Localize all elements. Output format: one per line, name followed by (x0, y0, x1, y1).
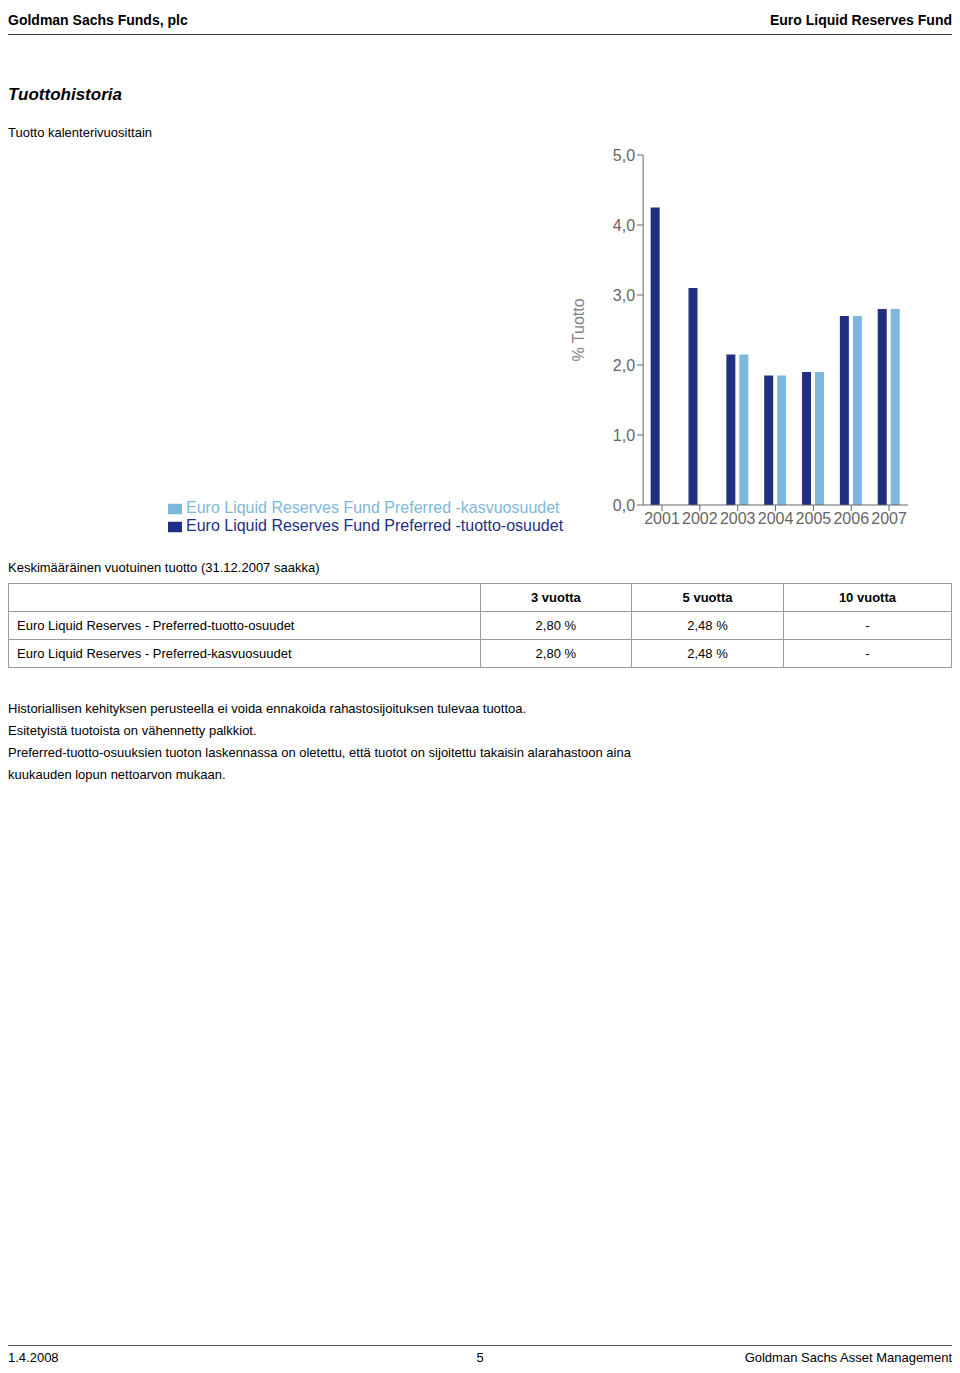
html-text:3 vuotta: 3 vuotta (530, 590, 581, 605)
html-text:Goldman Sachs Funds, plc: Goldman Sachs Funds, plc (8, 12, 188, 28)
html-text:Esitetyistä tuotoista on vähen: Esitetyistä tuotoista on vähennetty palk… (8, 723, 257, 738)
svg-text:2005: 2005 (796, 510, 832, 527)
html-text:Euro Liquid Reserves Fund: Euro Liquid Reserves Fund (770, 12, 952, 28)
html-text:2,80 %: 2,80 % (535, 646, 577, 661)
html-text:Keskimääräinen vuotuinen tuott: Keskimääräinen vuotuinen tuotto (31.12.2… (8, 560, 320, 575)
svg-text:5,0: 5,0 (613, 147, 635, 164)
svg-text:2006: 2006 (833, 510, 869, 527)
html-text:2,48 %: 2,48 % (687, 618, 728, 633)
svg-text:0,0: 0,0 (613, 497, 635, 514)
html-text:2,80 %: 2,80 % (535, 618, 577, 633)
html-text:Preferred-tuotto-osuuksien tuo: Preferred-tuotto-osuuksien tuoton lasken… (8, 745, 631, 760)
svg-text:2003: 2003 (720, 510, 756, 527)
html-text:Euro Liquid Reserves - Preferr: Euro Liquid Reserves - Preferred-kasvuos… (17, 646, 292, 661)
html-text:kuukauden lopun nettoarvon muk: kuukauden lopun nettoarvon mukaan. (8, 767, 226, 782)
svg-text:% Tuotto: % Tuotto (570, 298, 587, 361)
html-text:Euro Liquid Reserves Fund Pref: Euro Liquid Reserves Fund Preferred -kas… (186, 499, 560, 516)
svg-text:1,0: 1,0 (613, 427, 635, 444)
html-text:Euro Liquid Reserves - Preferr: Euro Liquid Reserves - Preferred-tuotto-… (17, 618, 295, 633)
html-text:1.4.2008: 1.4.2008 (8, 1350, 59, 1365)
html-text:Tuottohistoria: Tuottohistoria (8, 85, 122, 104)
html-text:Euro Liquid Reserves Fund Pref: Euro Liquid Reserves Fund Preferred -tuo… (186, 517, 564, 534)
html-text:Goldman Sachs Asset Management: Goldman Sachs Asset Management (744, 1350, 952, 1365)
html-text:5: 5 (476, 1350, 484, 1365)
html-text:Tuotto kalenterivuosittain: Tuotto kalenterivuosittain (8, 125, 152, 140)
svg-text:2004: 2004 (758, 510, 794, 527)
html-text:Historiallisen kehityksen peru: Historiallisen kehityksen perusteella ei… (8, 701, 527, 716)
svg-text:3,0: 3,0 (613, 287, 635, 304)
svg-text:2007: 2007 (871, 510, 907, 527)
html-text:5 vuotta: 5 vuotta (682, 590, 733, 605)
html-text:2,48 %: 2,48 % (687, 646, 728, 661)
svg-text:2002: 2002 (682, 510, 718, 527)
svg-text:2,0: 2,0 (613, 357, 635, 374)
html-text:10 vuotta: 10 vuotta (838, 590, 896, 605)
svg-text:4,0: 4,0 (613, 217, 635, 234)
svg-text:2001: 2001 (644, 510, 680, 527)
